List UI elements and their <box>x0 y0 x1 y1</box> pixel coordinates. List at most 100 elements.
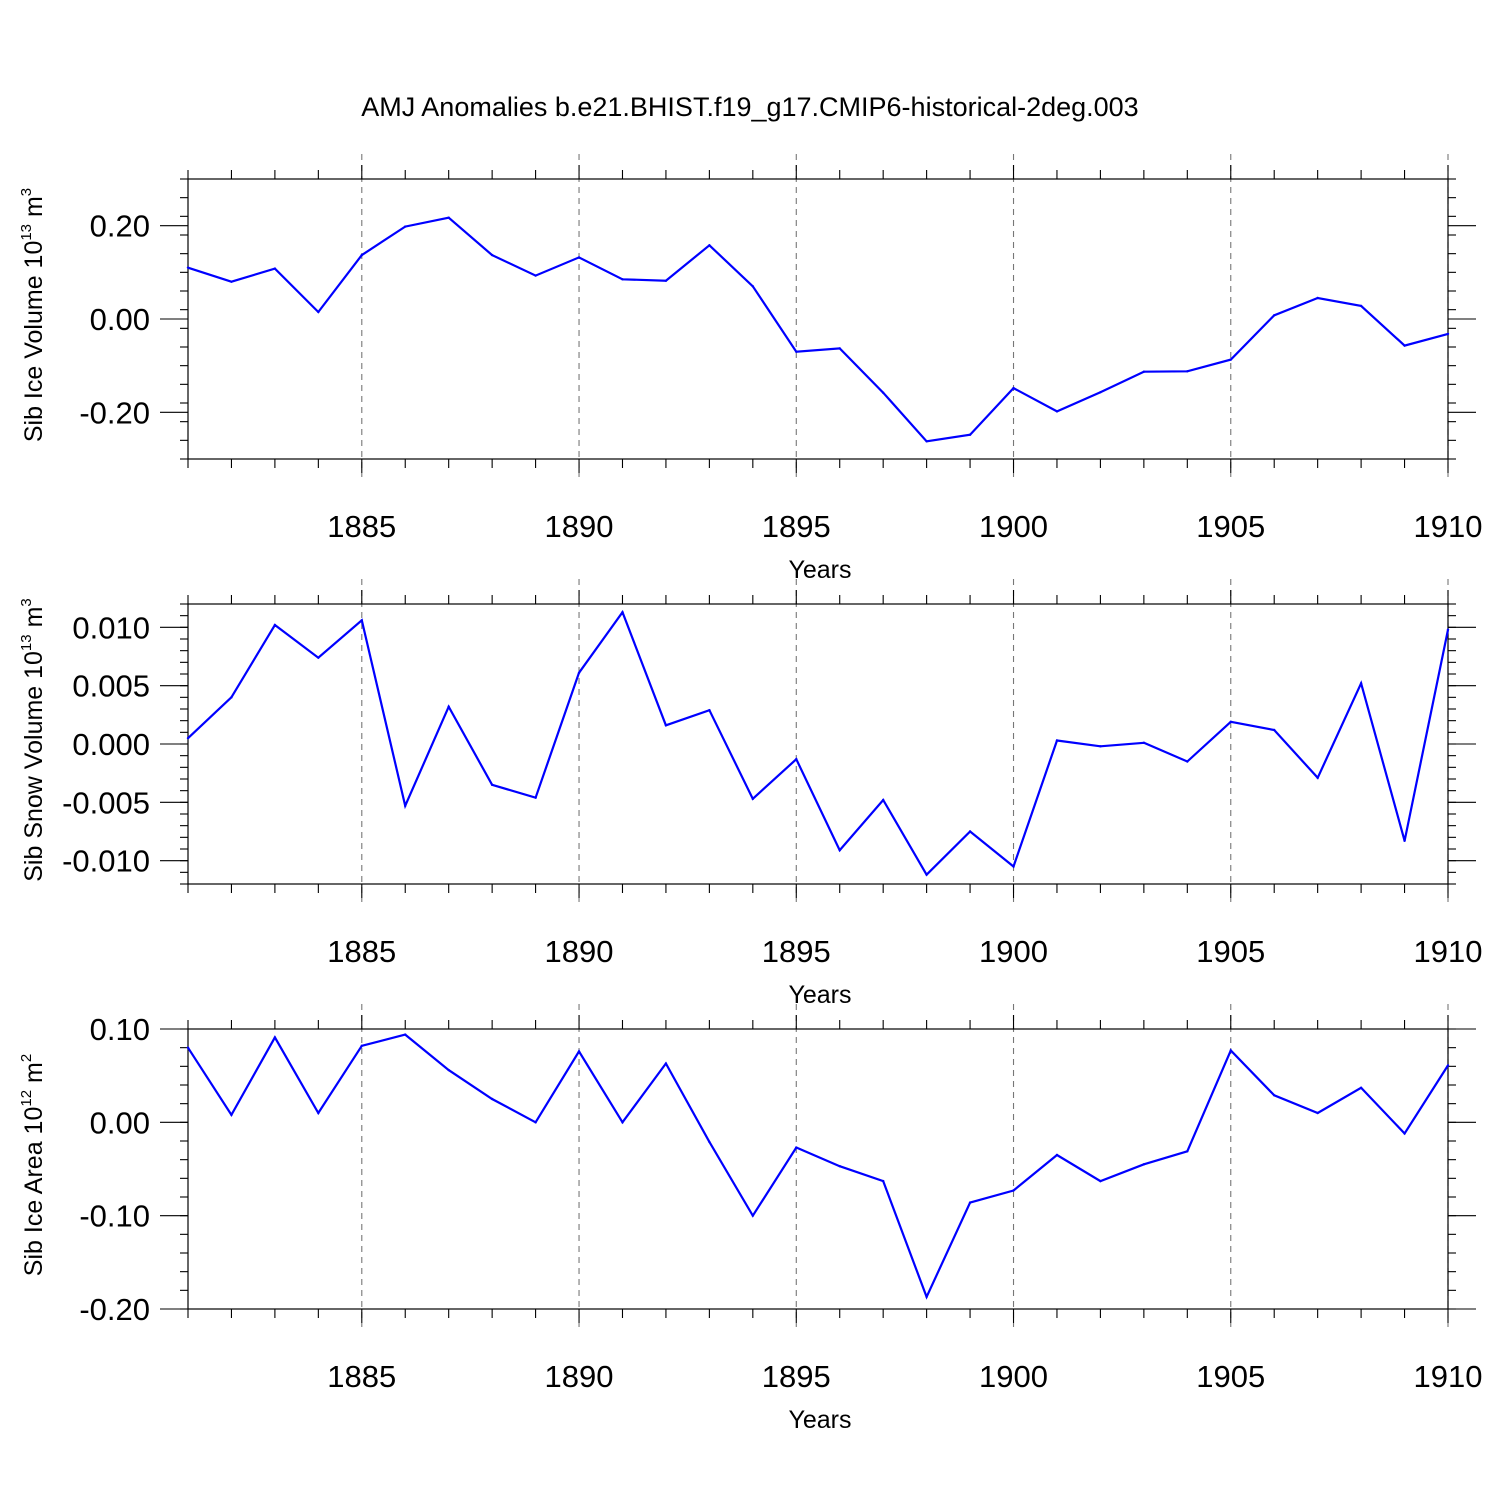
data-point-1894 <box>751 797 755 801</box>
data-point-1908 <box>1359 682 1363 685</box>
data-point-1896 <box>838 848 841 852</box>
plot-frame <box>187 178 1449 460</box>
data-point-1910 <box>1446 628 1450 631</box>
panel-1: 0.20 0.00 -0.20 1885 1890 1895 1900 1905 1910 Yea… <box>18 154 1482 584</box>
data-point-1883 <box>273 623 277 627</box>
data-point-1882 <box>230 1113 233 1117</box>
data-point-1892 <box>664 279 668 282</box>
y-tick-label: 0.005 <box>72 669 150 704</box>
data-point-1885 <box>360 619 363 622</box>
data-point-1907 <box>1316 296 1319 300</box>
data-point-1894 <box>751 285 755 288</box>
y-tick-label: 0.00 <box>90 1105 150 1140</box>
y-tick-label: 0.00 <box>90 302 150 337</box>
series-line <box>187 216 1449 443</box>
x-tick-label: 1910 <box>1414 934 1483 969</box>
data-point-1906 <box>1273 728 1276 732</box>
x-tick-label: 1895 <box>762 1359 831 1394</box>
data-point-1910 <box>1446 1064 1450 1067</box>
x-tick-label: 1900 <box>979 509 1048 544</box>
data-point-1907 <box>1316 1111 1319 1115</box>
data-point-1884 <box>317 1111 320 1115</box>
data-point-1884 <box>317 656 320 659</box>
data-point-1881 <box>186 1046 190 1049</box>
data-point-1894 <box>751 1214 755 1217</box>
panel-3: 0.10 0.00 -0.10 -0.20 1885 1890 1895 1900 1905 19… <box>18 1004 1482 1434</box>
data-point-1897 <box>881 798 885 802</box>
data-point-1897 <box>881 1179 885 1183</box>
data-point-1891 <box>621 278 624 281</box>
data-point-1882 <box>230 696 233 699</box>
y-tick-label: -0.005 <box>62 785 150 820</box>
data-point-1889 <box>534 796 537 799</box>
data-point-1891 <box>621 610 624 614</box>
y-tick-label: 0.000 <box>72 727 150 762</box>
data-point-1896 <box>838 1165 841 1168</box>
data-point-1881 <box>186 736 190 740</box>
data-point-1892 <box>664 724 668 727</box>
data-point-1898 <box>925 1295 928 1299</box>
data-point-1890 <box>577 256 581 259</box>
data-point-1901 <box>1055 410 1059 413</box>
data-point-1906 <box>1273 314 1276 317</box>
data-point-1903 <box>1142 370 1146 373</box>
x-tick-label: 1890 <box>545 934 614 969</box>
x-tick-label: 1900 <box>979 1359 1048 1394</box>
data-point-1899 <box>968 433 972 436</box>
y-axis-label: Sib Snow Volume 1013 m3 <box>18 598 48 882</box>
data-point-1910 <box>1446 332 1450 336</box>
data-point-1899 <box>968 1201 972 1204</box>
data-point-1909 <box>1403 344 1406 347</box>
data-point-1888 <box>490 253 494 257</box>
data-point-1891 <box>621 1121 624 1124</box>
data-point-1901 <box>1055 1153 1059 1157</box>
data-point-1886 <box>404 804 407 808</box>
data-point-1883 <box>273 267 277 270</box>
x-tick-label: 1905 <box>1196 1359 1265 1394</box>
data-point-1890 <box>577 671 581 675</box>
data-point-1905 <box>1229 720 1232 724</box>
x-tick-label: 1895 <box>762 509 831 544</box>
data-point-1882 <box>230 280 233 283</box>
data-point-1898 <box>925 873 928 876</box>
plot-frame <box>187 603 1449 885</box>
data-point-1886 <box>404 225 407 228</box>
data-point-1900 <box>1012 386 1015 390</box>
data-point-1904 <box>1186 760 1189 763</box>
data-point-1883 <box>273 1036 277 1039</box>
data-point-1886 <box>404 1033 407 1036</box>
x-axis-label: Years <box>788 981 851 1009</box>
y-tick-label: -0.20 <box>79 395 150 430</box>
x-axis-label: Years <box>788 556 851 584</box>
x-tick-label: 1885 <box>327 934 396 969</box>
series-line <box>187 609 1450 877</box>
y-tick-label: -0.20 <box>79 1292 150 1327</box>
data-point-1895 <box>795 1146 798 1149</box>
x-tick-label: 1890 <box>545 1359 614 1394</box>
y-tick-label: 0.010 <box>72 610 150 645</box>
data-point-1900 <box>1012 1189 1015 1192</box>
data-point-1908 <box>1359 304 1363 308</box>
series-line <box>187 1033 1449 1300</box>
data-point-1903 <box>1142 1163 1146 1166</box>
x-tick-label: 1910 <box>1414 509 1483 544</box>
data-point-1900 <box>1012 865 1015 868</box>
x-tick-label: 1885 <box>327 1359 396 1394</box>
data-point-1887 <box>447 705 450 708</box>
data-point-1905 <box>1229 1049 1232 1052</box>
y-tick-label: 0.10 <box>90 1012 150 1047</box>
y-axis-label: Sib Ice Volume 1013 m3 <box>18 188 48 442</box>
data-point-1906 <box>1273 1094 1276 1097</box>
x-tick-label: 1895 <box>762 934 831 969</box>
data-point-1909 <box>1403 839 1406 843</box>
x-tick-label: 1905 <box>1196 509 1265 544</box>
data-point-1902 <box>1099 745 1102 748</box>
data-point-1888 <box>490 1097 494 1101</box>
y-tick-label: -0.10 <box>79 1199 150 1234</box>
x-tick-label: 1890 <box>545 509 614 544</box>
x-axis-label: Years <box>788 1406 851 1434</box>
data-point-1893 <box>708 244 711 247</box>
data-point-1908 <box>1359 1086 1363 1090</box>
data-point-1893 <box>708 1140 711 1144</box>
